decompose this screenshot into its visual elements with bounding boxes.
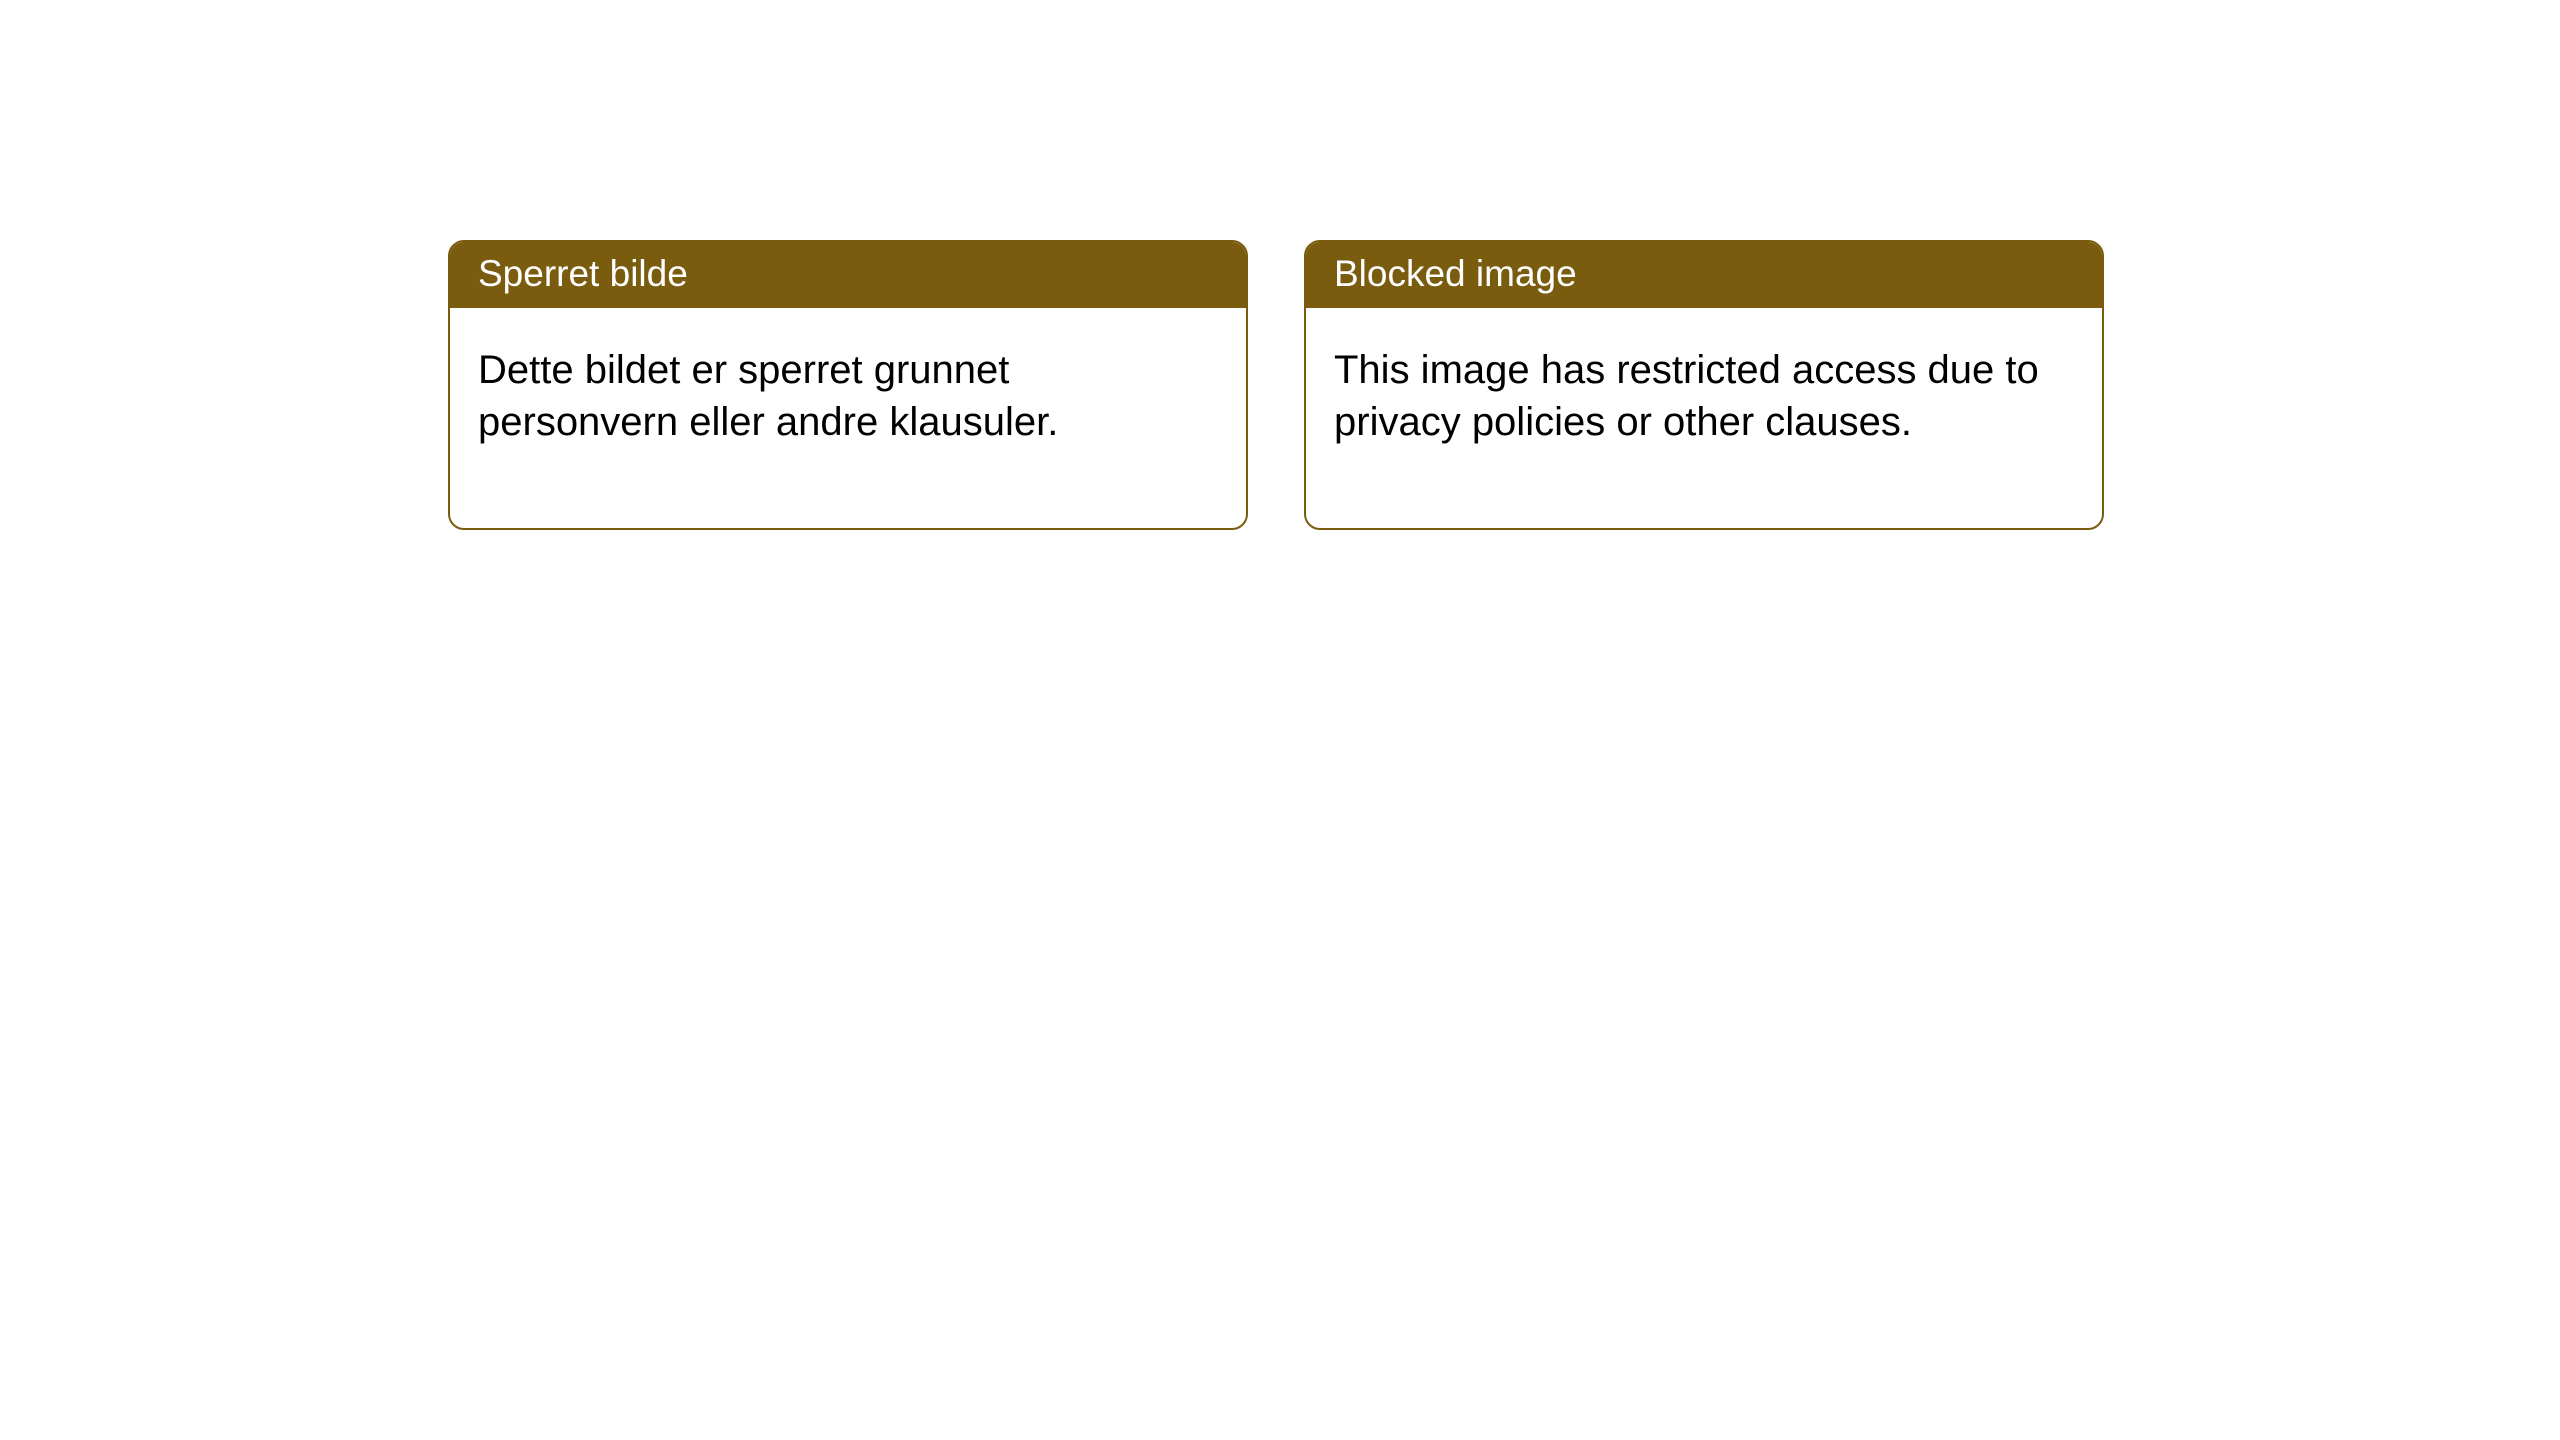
notice-body: This image has restricted access due to … <box>1306 308 2102 528</box>
notice-card-english: Blocked image This image has restricted … <box>1304 240 2104 530</box>
notice-card-norwegian: Sperret bilde Dette bildet er sperret gr… <box>448 240 1248 530</box>
notice-container: Sperret bilde Dette bildet er sperret gr… <box>448 240 2104 530</box>
notice-body: Dette bildet er sperret grunnet personve… <box>450 308 1246 528</box>
notice-title: Sperret bilde <box>450 242 1246 308</box>
notice-title: Blocked image <box>1306 242 2102 308</box>
